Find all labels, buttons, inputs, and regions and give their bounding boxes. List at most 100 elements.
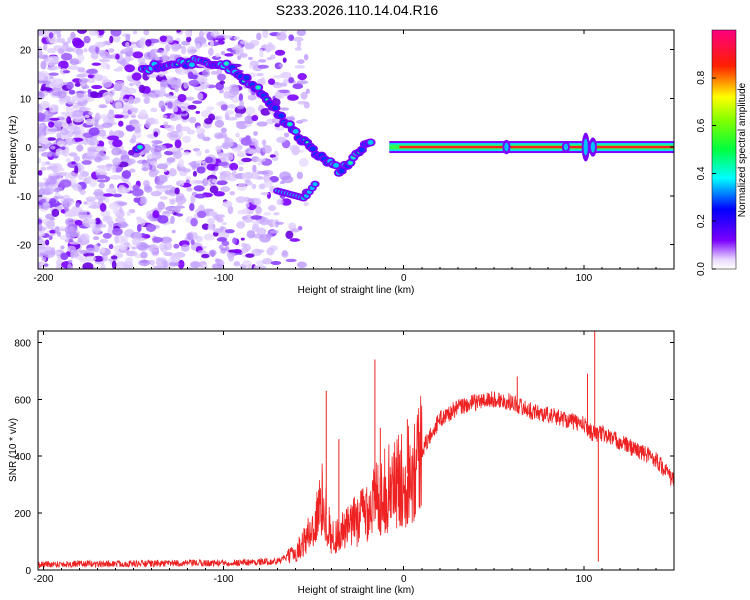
spectrogram-noise <box>49 40 59 44</box>
spectrogram-noise <box>194 193 206 199</box>
spectrogram-noise <box>112 139 123 148</box>
spectrogram-noise <box>91 84 103 90</box>
spectrogram-noise <box>150 191 162 197</box>
spectrogram-noise <box>62 149 69 157</box>
spectrogram-noise <box>215 145 222 153</box>
spectrogram-noise <box>120 235 128 242</box>
spectrogram-noise <box>45 197 51 203</box>
spectrogram-noise <box>40 60 47 70</box>
spectrogram-ytick-label: 10 <box>20 94 32 105</box>
spectrogram-noise <box>240 137 252 146</box>
spectrogram-noise <box>56 132 62 139</box>
spectrogram-noise <box>235 196 247 204</box>
spectrogram-xtick-label: -200 <box>33 273 53 284</box>
spectrogram-noise <box>112 193 123 198</box>
spectrogram-noise <box>188 162 195 166</box>
spectrogram-noise <box>42 201 51 211</box>
ridge-blob-mid <box>188 62 195 68</box>
spectrogram-noise <box>201 253 210 259</box>
spectrogram-noise <box>132 188 144 197</box>
spectrogram-noise <box>274 91 282 99</box>
spectrogram-ytick-label: -10 <box>17 192 32 203</box>
spectrogram-noise <box>177 202 183 207</box>
spectrogram-noise <box>53 163 63 172</box>
spectrogram-noise <box>217 152 227 158</box>
spectrogram-noise <box>57 171 68 177</box>
spectrogram-noise <box>266 57 273 61</box>
spectrogram-noise <box>47 128 59 132</box>
spectrogram-noise <box>190 194 196 204</box>
spectrogram-noise <box>220 50 226 56</box>
spectrogram-noise <box>169 130 180 138</box>
spectrogram-noise <box>255 158 266 162</box>
spectrogram-noise <box>202 263 208 269</box>
spectrogram-noise <box>67 263 72 269</box>
spectrogram-xtick-label: 0 <box>401 273 407 284</box>
spectrogram-noise <box>261 145 272 154</box>
spectrogram-noise <box>107 48 115 53</box>
spectrogram-noise <box>177 93 187 103</box>
spectrogram-noise <box>131 134 137 143</box>
spectrogram-noise <box>157 215 169 224</box>
spectrogram-noise <box>74 82 81 87</box>
spectrogram-noise <box>43 187 52 196</box>
spectrogram-noise <box>69 58 80 66</box>
spectrogram-noise <box>256 72 264 77</box>
spectrogram-noise <box>83 35 91 44</box>
spectrogram-noise <box>259 216 270 226</box>
spectrogram-noise <box>72 39 85 49</box>
spectrogram-noise <box>227 254 235 262</box>
spectrogram-noise <box>48 121 55 128</box>
spectrogram-noise <box>101 122 113 128</box>
spectrogram-noise <box>190 74 199 80</box>
spectrogram-noise <box>156 163 169 170</box>
spectrogram-noise <box>94 112 101 122</box>
spectrogram-noise <box>88 127 100 136</box>
spectrogram-noise <box>176 30 182 33</box>
spectrogram-noise <box>234 112 243 118</box>
spectrogram-noise <box>167 147 179 152</box>
spectrogram-noise <box>247 263 253 269</box>
spectrogram-noise <box>297 225 303 231</box>
spectrogram-noise <box>88 204 100 209</box>
spectrogram-noise <box>107 135 119 141</box>
spectrogram-noise <box>256 146 261 154</box>
spectrogram-noise <box>296 40 302 48</box>
spectrogram-noise <box>184 30 192 37</box>
spectrogram-noise <box>119 244 128 251</box>
spectrogram-noise <box>61 199 72 208</box>
spectrogram-noise <box>242 172 247 181</box>
spectrogram-noise <box>215 52 221 58</box>
spectrogram-noise <box>251 248 262 256</box>
spectrogram-noise <box>173 243 180 249</box>
spectrogram-noise <box>109 35 114 44</box>
spectrogram-noise <box>233 261 241 267</box>
spectrogram-noise <box>76 144 84 152</box>
snr-ticks: -200 -100 0 100 0 200 400 600 800 <box>14 331 675 585</box>
spectrogram-noise <box>131 123 142 128</box>
spectrogram-noise <box>174 139 182 149</box>
spectrogram-noise <box>218 161 229 167</box>
spectrogram-noise <box>45 161 51 165</box>
spectrogram-noise <box>160 236 173 244</box>
spectrogram-noise <box>57 195 65 200</box>
spectrogram-noise <box>201 223 210 230</box>
spectrogram-noise <box>165 124 175 132</box>
spectrogram-noise <box>211 211 218 219</box>
spectrogram-noise <box>125 57 135 61</box>
spectrogram-noise <box>141 195 146 204</box>
spectrogram-noise <box>70 252 79 258</box>
spectrogram-noise <box>40 100 51 109</box>
spectrogram-noise <box>171 229 176 234</box>
spectrogram-noise <box>282 57 287 63</box>
spectrogram-noise <box>74 219 83 226</box>
ridge-blob-mid <box>278 113 285 119</box>
spectrogram-noise <box>67 36 72 44</box>
spectrogram-noise <box>231 95 240 103</box>
spectrogram-noise <box>263 179 273 188</box>
spectrogram-noise <box>188 79 200 87</box>
spectrogram-noise <box>68 89 76 95</box>
spectrogram-noise <box>38 107 44 113</box>
